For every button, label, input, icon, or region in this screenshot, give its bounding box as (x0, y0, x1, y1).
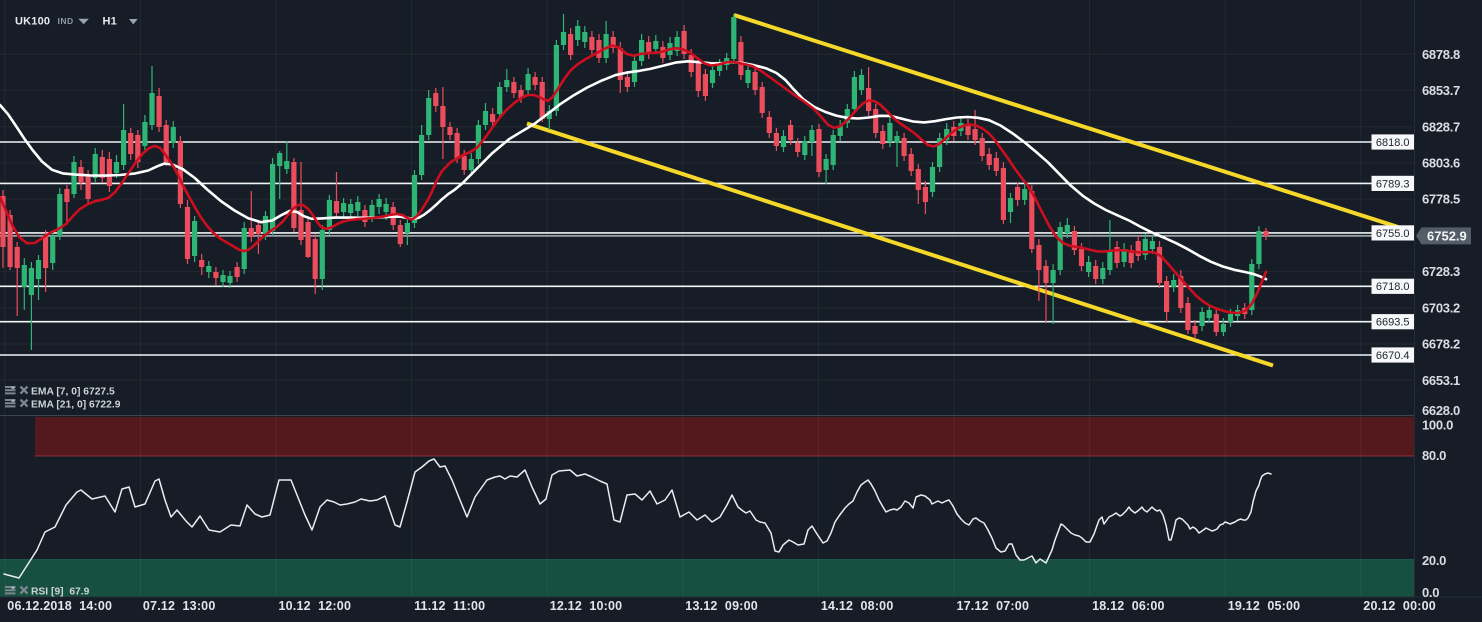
svg-text:6628.0: 6628.0 (1422, 403, 1460, 418)
svg-text:6803.6: 6803.6 (1422, 156, 1460, 171)
svg-text:80.0: 80.0 (1422, 448, 1446, 463)
svg-text:6678.2: 6678.2 (1422, 337, 1460, 352)
svg-text:10.12 12:00: 10.12 12:00 (279, 599, 352, 613)
svg-text:13.12 09:00: 13.12 09:00 (685, 599, 758, 613)
svg-text:11.12 11:00: 11.12 11:00 (414, 599, 485, 613)
svg-text:H1: H1 (103, 16, 117, 28)
svg-text:6828.7: 6828.7 (1422, 119, 1460, 134)
svg-text:6728.3: 6728.3 (1422, 264, 1460, 279)
svg-text:20.0: 20.0 (1422, 553, 1446, 568)
svg-text:12.12 10:00: 12.12 10:00 (550, 599, 623, 613)
svg-text:18.12 06:00: 18.12 06:00 (1092, 599, 1165, 613)
svg-text:IND: IND (58, 16, 74, 26)
svg-text:6752.9: 6752.9 (1427, 229, 1467, 244)
svg-text:UK100: UK100 (15, 16, 50, 28)
svg-text:6703.2: 6703.2 (1422, 300, 1460, 315)
svg-text:6778.5: 6778.5 (1422, 192, 1460, 207)
svg-text:6718.0: 6718.0 (1376, 281, 1410, 293)
svg-text:14.12 08:00: 14.12 08:00 (821, 599, 894, 613)
svg-text:06.12.2018 14:00: 06.12.2018 14:00 (7, 599, 112, 613)
svg-text:0.0: 0.0 (1422, 585, 1439, 600)
svg-text:6670.4: 6670.4 (1376, 350, 1410, 362)
svg-text:RSI [9] 67.9: RSI [9] 67.9 (31, 587, 90, 598)
svg-text:100.0: 100.0 (1422, 418, 1453, 433)
svg-text:07.12 13:00: 07.12 13:00 (143, 599, 216, 613)
svg-text:EMA [7, 0] 6727.5: EMA [7, 0] 6727.5 (31, 386, 115, 397)
svg-text:6818.0: 6818.0 (1376, 137, 1410, 149)
svg-text:19.12 05:00: 19.12 05:00 (1228, 599, 1301, 613)
svg-text:EMA [21, 0] 6722.9: EMA [21, 0] 6722.9 (31, 399, 121, 410)
svg-text:17.12 07:00: 17.12 07:00 (957, 599, 1030, 613)
svg-text:6878.8: 6878.8 (1422, 47, 1460, 62)
svg-text:20.12 00:00: 20.12 00:00 (1363, 599, 1436, 613)
svg-text:6755.0: 6755.0 (1376, 228, 1410, 240)
svg-text:6853.7: 6853.7 (1422, 83, 1460, 98)
svg-text:6789.3: 6789.3 (1376, 178, 1410, 190)
svg-text:6653.1: 6653.1 (1422, 373, 1460, 388)
svg-text:6693.5: 6693.5 (1376, 317, 1410, 329)
